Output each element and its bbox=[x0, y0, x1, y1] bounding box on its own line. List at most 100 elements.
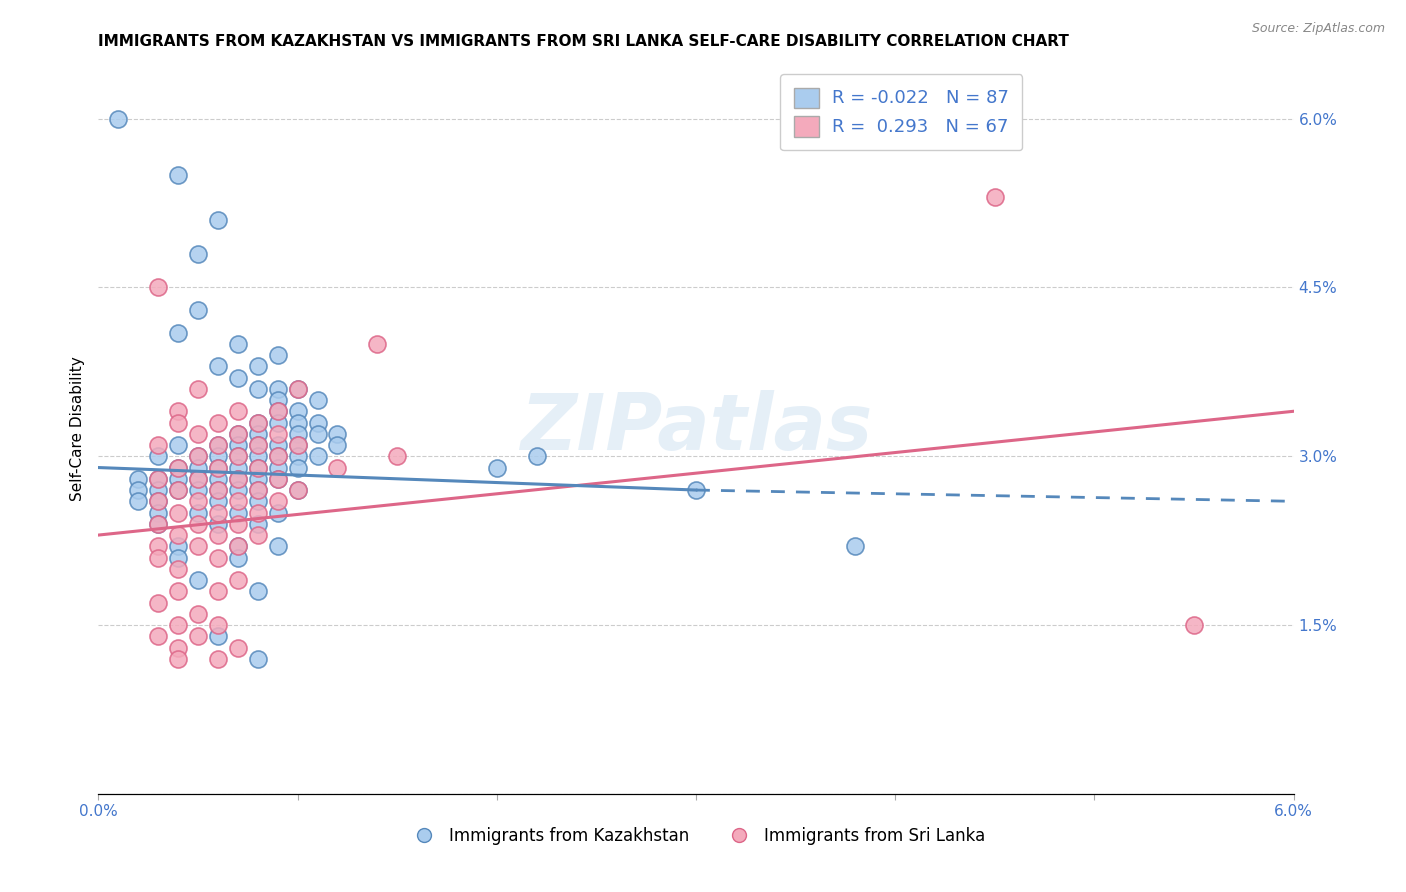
Point bbox=[326, 438, 349, 452]
Point bbox=[226, 438, 249, 452]
Point bbox=[246, 460, 269, 475]
Point bbox=[287, 426, 309, 441]
Point bbox=[246, 438, 269, 452]
Point bbox=[207, 494, 229, 508]
Point bbox=[167, 640, 190, 655]
Point bbox=[307, 416, 329, 430]
Point bbox=[207, 506, 229, 520]
Point bbox=[207, 438, 229, 452]
Text: IMMIGRANTS FROM KAZAKHSTAN VS IMMIGRANTS FROM SRI LANKA SELF-CARE DISABILITY COR: IMMIGRANTS FROM KAZAKHSTAN VS IMMIGRANTS… bbox=[98, 34, 1070, 49]
Point bbox=[226, 426, 249, 441]
Point bbox=[307, 450, 329, 464]
Point bbox=[207, 359, 229, 374]
Legend: Immigrants from Kazakhstan, Immigrants from Sri Lanka: Immigrants from Kazakhstan, Immigrants f… bbox=[401, 820, 991, 851]
Point bbox=[167, 483, 190, 497]
Point bbox=[226, 460, 249, 475]
Point bbox=[287, 438, 309, 452]
Point bbox=[287, 416, 309, 430]
Point bbox=[246, 382, 269, 396]
Point bbox=[1182, 618, 1205, 632]
Point bbox=[267, 416, 290, 430]
Point bbox=[187, 539, 209, 553]
Point bbox=[226, 472, 249, 486]
Point bbox=[148, 450, 170, 464]
Point bbox=[226, 539, 249, 553]
Point bbox=[167, 539, 190, 553]
Point bbox=[207, 213, 229, 227]
Point bbox=[207, 460, 229, 475]
Point bbox=[187, 629, 209, 643]
Point bbox=[207, 460, 229, 475]
Point bbox=[326, 426, 349, 441]
Text: ZIPatlas: ZIPatlas bbox=[520, 390, 872, 467]
Point bbox=[187, 450, 209, 464]
Point bbox=[246, 506, 269, 520]
Point bbox=[187, 382, 209, 396]
Point bbox=[187, 516, 209, 531]
Point bbox=[226, 640, 249, 655]
Point bbox=[148, 516, 170, 531]
Point bbox=[287, 450, 309, 464]
Point bbox=[246, 438, 269, 452]
Point bbox=[246, 494, 269, 508]
Point bbox=[366, 336, 388, 351]
Point bbox=[246, 416, 269, 430]
Point bbox=[167, 562, 190, 576]
Point bbox=[267, 460, 290, 475]
Point bbox=[844, 539, 866, 553]
Point bbox=[187, 246, 209, 260]
Point bbox=[226, 404, 249, 418]
Point bbox=[267, 382, 290, 396]
Point bbox=[207, 483, 229, 497]
Y-axis label: Self-Care Disability: Self-Care Disability bbox=[69, 356, 84, 500]
Point bbox=[226, 494, 249, 508]
Point bbox=[984, 190, 1007, 204]
Point bbox=[187, 573, 209, 587]
Point bbox=[187, 460, 209, 475]
Point bbox=[187, 450, 209, 464]
Point bbox=[246, 652, 269, 666]
Point bbox=[187, 607, 209, 621]
Point bbox=[246, 472, 269, 486]
Point bbox=[148, 483, 170, 497]
Point bbox=[267, 539, 290, 553]
Point bbox=[267, 472, 290, 486]
Point bbox=[246, 426, 269, 441]
Point bbox=[207, 516, 229, 531]
Point bbox=[267, 404, 290, 418]
Point bbox=[267, 348, 290, 362]
Point bbox=[148, 506, 170, 520]
Point bbox=[187, 472, 209, 486]
Point bbox=[167, 460, 190, 475]
Point bbox=[267, 450, 290, 464]
Point bbox=[226, 336, 249, 351]
Point bbox=[226, 539, 249, 553]
Point bbox=[148, 280, 170, 294]
Point bbox=[267, 494, 290, 508]
Point bbox=[167, 584, 190, 599]
Point bbox=[526, 450, 548, 464]
Point bbox=[187, 483, 209, 497]
Point bbox=[246, 483, 269, 497]
Point bbox=[246, 483, 269, 497]
Point bbox=[246, 416, 269, 430]
Point bbox=[226, 506, 249, 520]
Point bbox=[246, 359, 269, 374]
Point bbox=[287, 460, 309, 475]
Point bbox=[246, 516, 269, 531]
Point bbox=[207, 618, 229, 632]
Point bbox=[267, 438, 290, 452]
Point bbox=[226, 450, 249, 464]
Point bbox=[107, 112, 129, 126]
Point bbox=[226, 472, 249, 486]
Point bbox=[167, 168, 190, 182]
Point bbox=[148, 516, 170, 531]
Point bbox=[226, 573, 249, 587]
Point bbox=[167, 506, 190, 520]
Point bbox=[267, 404, 290, 418]
Point bbox=[226, 450, 249, 464]
Point bbox=[207, 550, 229, 565]
Point bbox=[267, 472, 290, 486]
Point bbox=[287, 404, 309, 418]
Point bbox=[287, 438, 309, 452]
